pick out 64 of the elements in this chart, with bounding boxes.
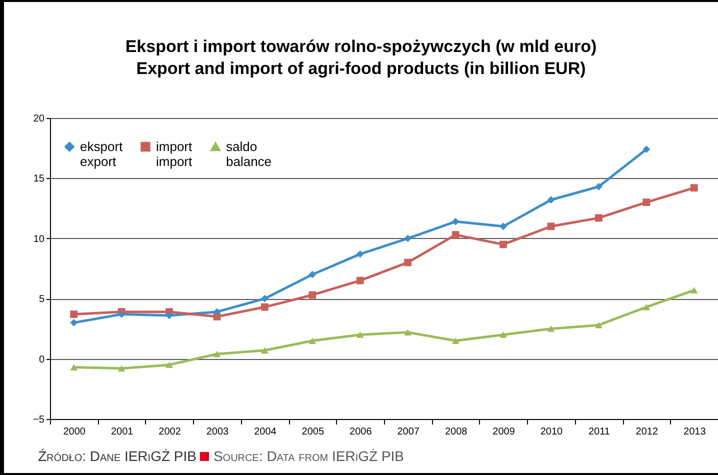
point	[595, 214, 602, 222]
point	[70, 364, 78, 370]
point	[70, 318, 78, 326]
y-tick-label: 10	[33, 234, 45, 245]
point	[308, 291, 316, 299]
point	[595, 322, 602, 328]
point	[690, 184, 698, 192]
point	[595, 182, 602, 190]
point	[404, 329, 412, 336]
point	[308, 338, 316, 344]
point	[166, 362, 173, 368]
legend-label: eksport export	[80, 138, 124, 169]
chart-title: Eksport i import towarów rolno-spożywczych (w mld euro) Export and import of agri-food products (in billion EUR)	[124, 36, 598, 80]
point	[356, 276, 364, 284]
point	[308, 270, 316, 278]
y-tick-label: 5	[38, 294, 45, 306]
x-tick-label: 2011	[588, 426, 610, 438]
x-tick-label: 2002	[158, 426, 182, 438]
legend-label: import import	[156, 138, 193, 169]
x-tick-label: 2009	[492, 426, 516, 438]
point	[166, 312, 173, 320]
x-tick-label: 2006	[350, 426, 372, 438]
x-tick-label: 2010	[540, 426, 564, 438]
source-note: Source: Data from IERiGŻ PIB	[213, 448, 404, 464]
x-tick-label: 2003	[206, 426, 230, 438]
x-tick-label: 2007	[397, 426, 420, 438]
point	[356, 332, 364, 338]
y-tick-label: 0	[38, 354, 45, 366]
point	[118, 310, 126, 318]
point	[452, 218, 460, 226]
point	[356, 250, 364, 258]
point	[547, 325, 555, 332]
point	[70, 310, 78, 318]
point	[642, 146, 650, 154]
point	[118, 365, 126, 372]
x-tick-label: 2013	[684, 426, 706, 438]
point	[213, 350, 221, 358]
point	[261, 347, 268, 354]
point	[547, 222, 555, 230]
point	[547, 196, 555, 204]
x-tick-label: 2004	[254, 426, 277, 438]
point	[642, 198, 650, 206]
x-tick-label: 2001	[110, 426, 134, 438]
y-tick-label: −5	[33, 414, 45, 426]
legend-label: saldo balance	[226, 138, 272, 169]
x-tick-label: 2012	[636, 426, 658, 438]
x-tick-label: 2008	[444, 426, 468, 438]
y-tick-label: 20	[33, 114, 45, 124]
x-tick-label: 2000	[63, 426, 86, 438]
point	[642, 304, 650, 310]
point	[690, 286, 698, 294]
point	[213, 308, 221, 316]
point	[500, 240, 507, 248]
point	[404, 234, 412, 242]
y-tick-label: 15	[33, 174, 45, 185]
x-tick-label: 2005	[302, 426, 324, 438]
point	[452, 231, 460, 238]
point	[500, 222, 507, 230]
text: Źródło: Dane IERiGŻ PIB	[38, 448, 196, 464]
point	[261, 294, 268, 302]
point	[452, 338, 460, 344]
point	[404, 258, 412, 266]
point	[261, 303, 268, 311]
point	[500, 332, 507, 338]
